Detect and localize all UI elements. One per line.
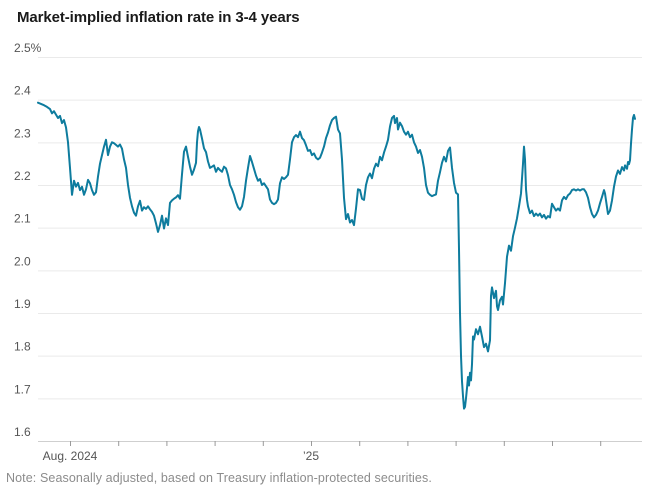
inflation-rate-line	[37, 101, 636, 410]
y-axis-label: 1.7	[14, 382, 31, 396]
y-axis-label: 2.5%	[14, 41, 42, 55]
y-axis-label: 2.0	[14, 254, 31, 268]
y-axis-label: 1.8	[14, 340, 31, 354]
y-axis-label: 2.3	[14, 126, 31, 140]
y-axis-label: 2.1	[14, 212, 31, 226]
x-axis-label: ’25	[303, 449, 319, 463]
y-axis-label: 2.2	[14, 169, 31, 183]
x-axis-label: Aug. 2024	[43, 449, 98, 463]
y-axis-label: 1.6	[14, 425, 31, 439]
chart-note: Note: Seasonally adjusted, based on Trea…	[6, 471, 432, 485]
y-axis-label: 2.4	[14, 84, 31, 98]
y-axis-label: 1.9	[14, 297, 31, 311]
chart-title: Market-implied inflation rate in 3-4 yea…	[17, 9, 300, 26]
